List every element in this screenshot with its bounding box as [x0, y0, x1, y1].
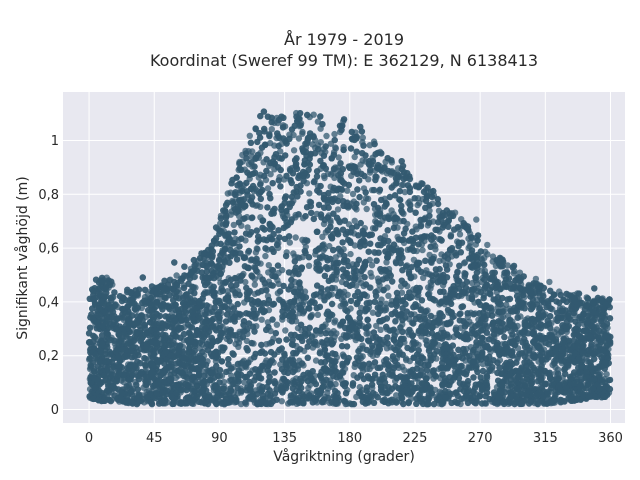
data-point — [265, 262, 272, 269]
data-point — [546, 278, 553, 286]
data-point — [244, 224, 251, 231]
data-point — [338, 335, 345, 342]
data-point — [246, 132, 253, 139]
data-point — [251, 281, 258, 288]
data-point — [368, 262, 376, 269]
data-point — [347, 250, 354, 258]
data-point — [279, 266, 286, 274]
data-point — [254, 245, 261, 253]
data-point — [377, 326, 384, 333]
data-point — [319, 233, 326, 240]
chart-title-line2: Koordinat (Sweref 99 TM): E 362129, N 61… — [150, 51, 538, 70]
data-point — [241, 379, 248, 386]
data-point — [323, 132, 330, 140]
data-point — [425, 284, 432, 291]
data-point — [359, 157, 366, 164]
data-point — [344, 187, 351, 194]
data-point — [503, 301, 510, 308]
data-point — [400, 181, 407, 188]
data-point — [473, 216, 480, 223]
data-point — [305, 262, 313, 269]
data-point — [340, 116, 348, 123]
data-point — [388, 207, 395, 214]
data-point — [290, 147, 298, 154]
data-point — [401, 367, 408, 374]
data-point — [349, 190, 357, 198]
data-point — [393, 392, 400, 399]
data-point — [291, 253, 298, 260]
data-point — [363, 365, 371, 373]
data-point — [367, 284, 374, 291]
data-point — [310, 111, 317, 118]
data-point — [337, 193, 344, 200]
data-point — [314, 311, 322, 318]
data-point — [312, 357, 320, 364]
data-point — [392, 317, 399, 325]
data-point — [382, 304, 389, 311]
data-point — [278, 398, 285, 405]
data-point — [242, 278, 249, 286]
data-point — [484, 241, 491, 249]
data-point — [273, 321, 281, 328]
data-point — [264, 319, 271, 326]
data-point — [320, 172, 328, 180]
data-point — [363, 330, 370, 337]
data-point — [286, 239, 293, 246]
chart-title-line1: År 1979 - 2019 — [284, 30, 404, 49]
data-point — [282, 327, 289, 334]
data-point — [295, 135, 303, 142]
data-point — [255, 174, 262, 181]
data-point — [333, 330, 340, 337]
data-point — [264, 185, 272, 192]
data-point — [258, 316, 265, 323]
data-point — [332, 317, 339, 324]
data-point — [351, 217, 358, 224]
data-point — [362, 195, 370, 202]
data-point — [306, 190, 313, 197]
data-point — [363, 205, 370, 213]
data-point — [262, 252, 269, 260]
data-point — [383, 345, 391, 352]
data-point — [331, 130, 338, 138]
data-point — [334, 206, 342, 213]
data-point — [275, 280, 282, 288]
data-point — [351, 153, 358, 161]
data-point — [368, 273, 375, 280]
data-point — [419, 246, 426, 254]
data-point — [456, 231, 464, 238]
data-point — [385, 292, 392, 299]
data-point — [460, 260, 468, 267]
data-point — [359, 134, 366, 141]
data-point — [224, 190, 231, 197]
data-point — [469, 279, 476, 287]
data-point — [398, 289, 406, 296]
data-point — [268, 126, 275, 133]
data-point — [332, 380, 339, 388]
data-point — [383, 259, 390, 266]
data-point — [173, 272, 180, 279]
data-point — [373, 322, 380, 330]
data-point — [504, 262, 511, 269]
data-point — [299, 128, 306, 136]
data-point — [324, 389, 331, 396]
data-point — [290, 131, 297, 139]
data-point — [230, 221, 237, 229]
data-point — [414, 294, 421, 301]
data-point — [416, 199, 423, 207]
data-point — [305, 384, 312, 392]
data-point — [235, 343, 242, 350]
data-points — [85, 108, 614, 408]
data-point — [487, 348, 494, 356]
data-point — [420, 274, 427, 281]
data-point — [369, 309, 377, 316]
data-point — [292, 234, 299, 241]
data-point — [335, 154, 342, 161]
data-point — [366, 142, 373, 149]
data-point — [217, 279, 224, 286]
data-point — [401, 188, 409, 196]
